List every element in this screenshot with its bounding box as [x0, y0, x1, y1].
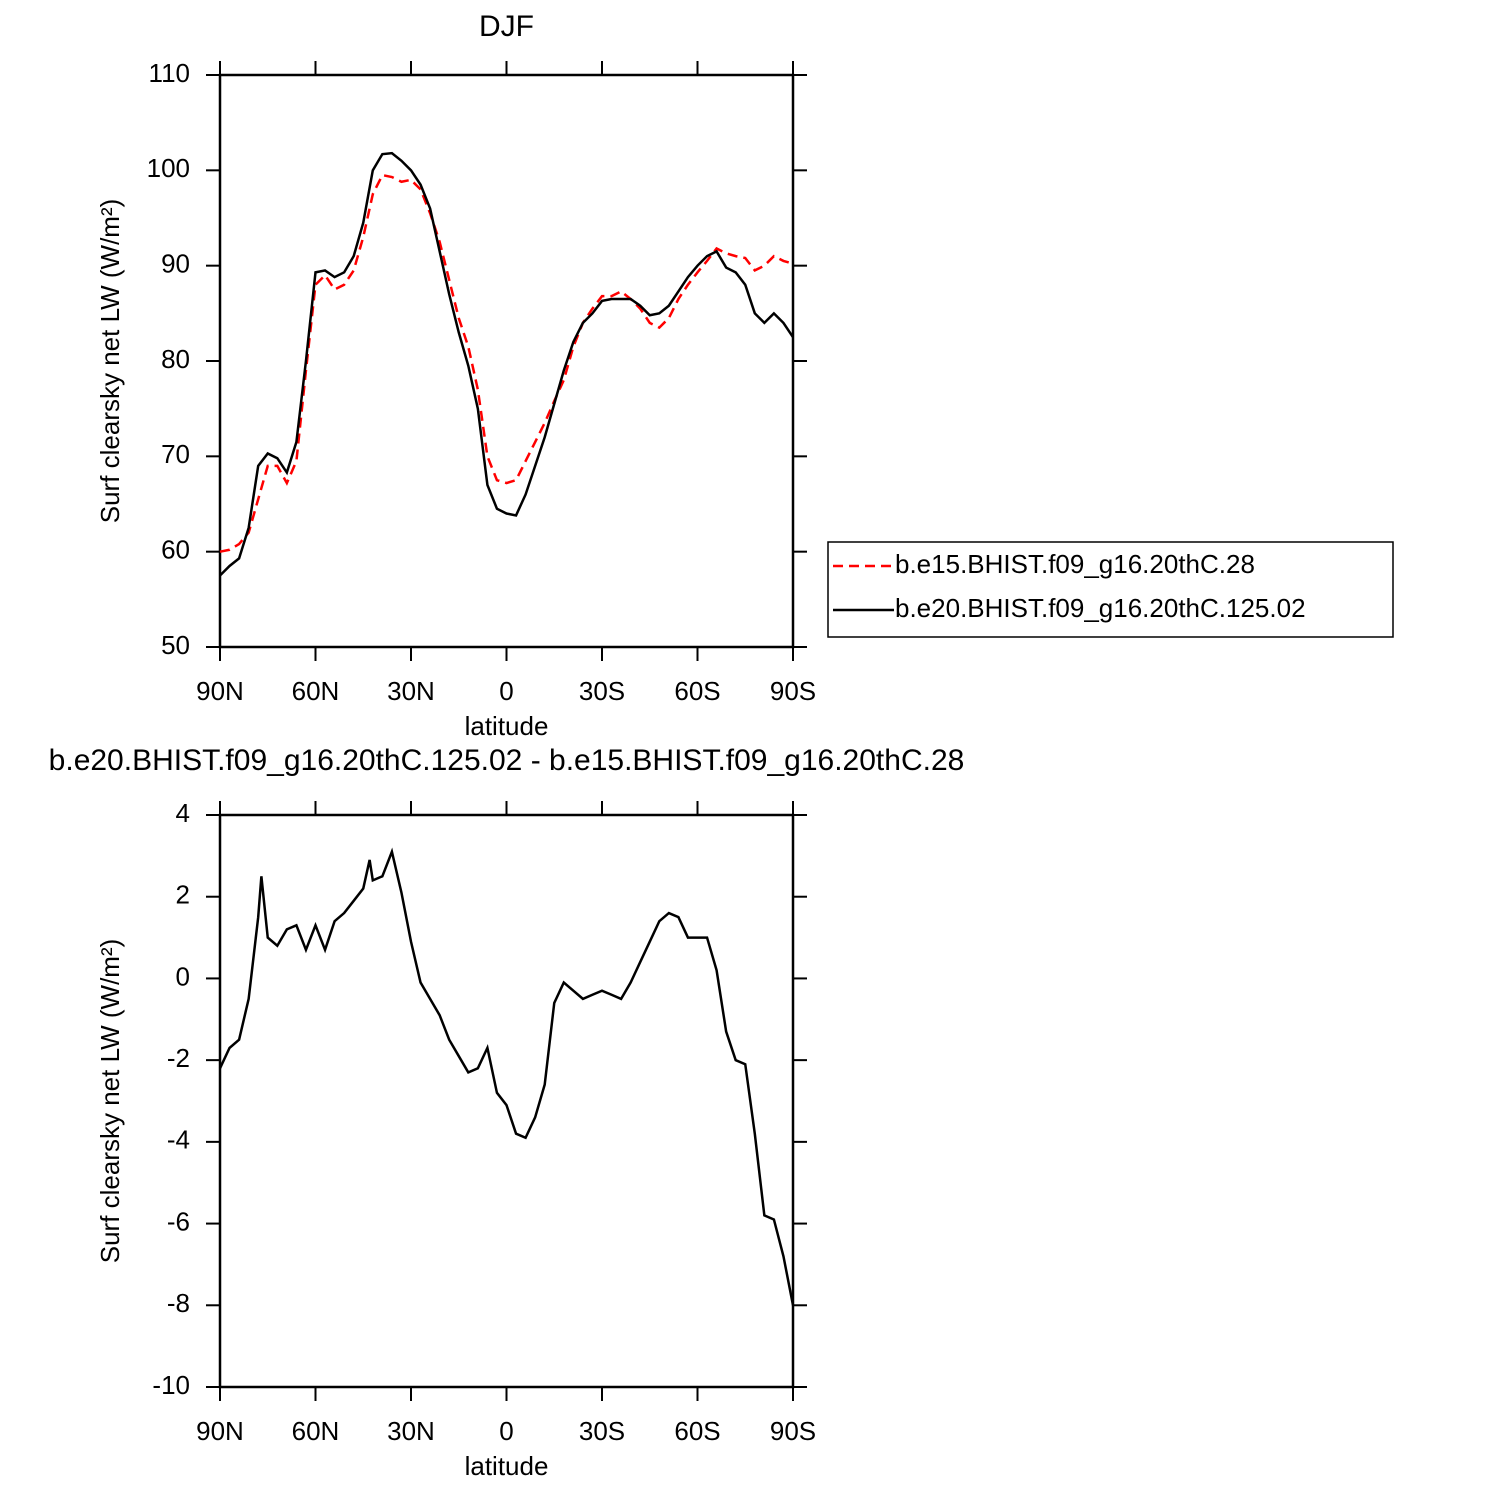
- y-tick-label: 110: [149, 58, 190, 88]
- x-tick-label: 60S: [674, 676, 720, 706]
- y-tick-label: 2: [176, 880, 190, 910]
- chart-title: b.e20.BHIST.f09_g16.20thC.125.02 - b.e15…: [49, 744, 965, 777]
- legend-label: b.e20.BHIST.f09_g16.20thC.125.02: [895, 593, 1306, 623]
- x-tick-label: 30S: [579, 1416, 625, 1446]
- x-tick-label: 0: [499, 1416, 513, 1446]
- y-tick-label: 0: [176, 961, 190, 991]
- data-line: [219, 151, 795, 577]
- y-tick-label: 70: [161, 439, 190, 469]
- legend-box: [827, 541, 1394, 638]
- x-axis-label: latitude: [465, 1451, 549, 1481]
- x-tick-label: 90N: [196, 1416, 244, 1446]
- y-tick-label: 80: [161, 344, 190, 374]
- x-tick-label: 90N: [196, 676, 244, 706]
- y-tick-label: 4: [176, 798, 190, 828]
- x-tick-label: 90S: [770, 1416, 816, 1446]
- y-tick-label: 60: [161, 535, 190, 565]
- y-tick-label: -10: [152, 1370, 190, 1400]
- plot-frame: [218, 73, 795, 649]
- plot-frame: [218, 813, 795, 1389]
- x-tick-label: 90S: [770, 676, 816, 706]
- y-tick-label: 50: [161, 630, 190, 660]
- chart-title: DJF: [479, 10, 534, 43]
- y-axis-label: Surf clearsky net LW (W/m²): [95, 939, 125, 1264]
- x-tick-label: 0: [499, 676, 513, 706]
- y-tick-label: -8: [167, 1288, 190, 1318]
- x-axis-label: latitude: [465, 711, 549, 741]
- data-line: [218, 847, 795, 1306]
- x-tick-label: 30N: [387, 676, 435, 706]
- y-tick-label: -2: [167, 1043, 190, 1073]
- legend-label: b.e15.BHIST.f09_g16.20thC.28: [895, 549, 1255, 579]
- x-tick-label: 30N: [387, 1416, 435, 1446]
- y-axis-label: Surf clearsky net LW (W/m²): [95, 199, 125, 524]
- y-tick-label: 90: [161, 249, 190, 279]
- x-tick-label: 60S: [674, 1416, 720, 1446]
- x-tick-label: 60N: [292, 1416, 340, 1446]
- x-tick-label: 30S: [579, 676, 625, 706]
- y-tick-label: 100: [147, 153, 190, 183]
- y-tick-label: -4: [167, 1125, 190, 1155]
- y-tick-label: -6: [167, 1206, 190, 1236]
- data-line: [219, 173, 794, 553]
- x-tick-label: 60N: [292, 676, 340, 706]
